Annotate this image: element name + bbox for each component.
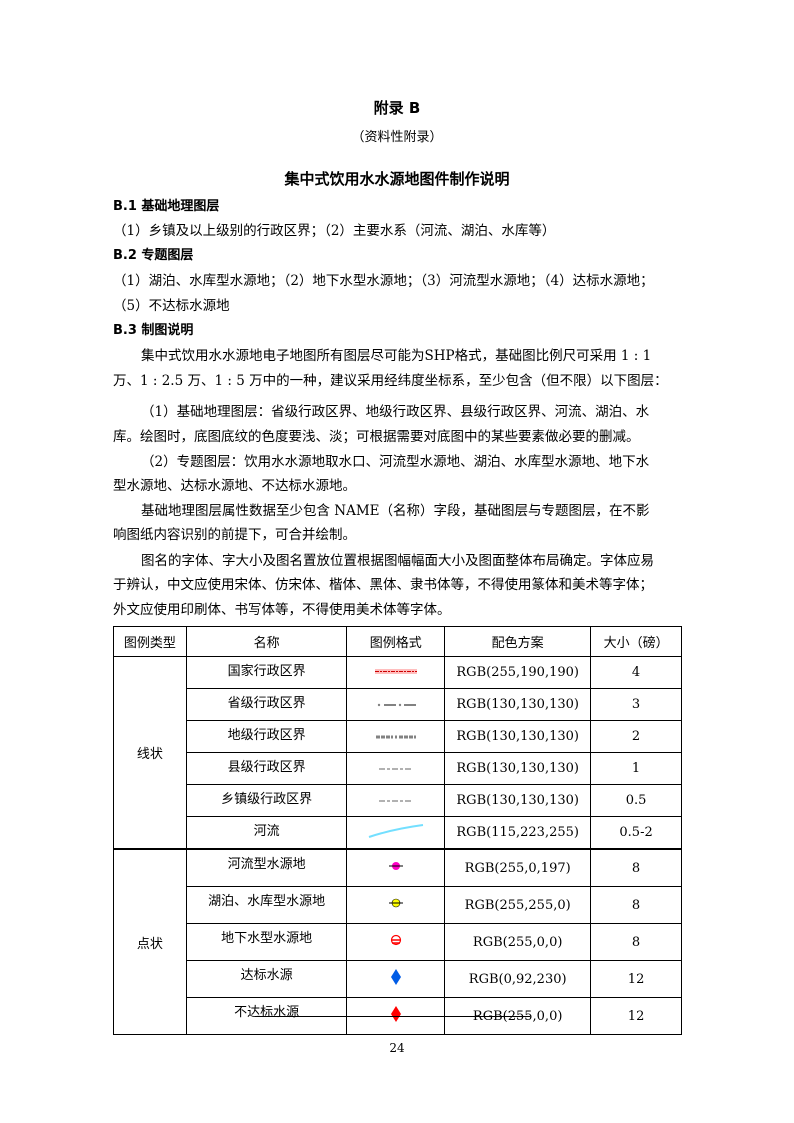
symbol-cell (346, 816, 446, 850)
size-cell: 12 (590, 997, 682, 1035)
main-title: 集中式饮用水水源地图件制作说明 (284, 170, 510, 188)
paragraph-line: 图名的字体、字大小及图名置放位置根据图幅幅面大小及图面整体布局确定。字体应易 (141, 553, 654, 569)
river-source-icon (388, 860, 403, 876)
province-boundary-icon (376, 697, 416, 712)
symbol-cell (346, 886, 446, 924)
section-heading: B.2 专题图层 (113, 248, 194, 263)
size-cell: 2 (590, 720, 682, 753)
color-cell: RGB(255,0,197) (444, 848, 592, 887)
prefecture-boundary-icon (375, 729, 416, 744)
name-cell: 乡镇级行政区界 (185, 784, 348, 817)
size-cell: 8 (590, 923, 682, 961)
size-cell: 0.5 (590, 784, 682, 817)
name-cell: 湖泊、水库型水源地 (185, 886, 348, 924)
symbol-cell (346, 848, 446, 887)
color-cell: RGB(255,0,0) (444, 923, 592, 961)
paragraph-line: （2）专题图层：饮用水水源地取水口、河流型水源地、湖泊、水库型水源地、地下水 (141, 454, 650, 470)
color-cell: RGB(130,130,130) (444, 688, 592, 721)
table-header-row: 图例类型 名称 图例格式 配色方案 大小（磅） (113, 626, 682, 657)
size-cell: 12 (590, 960, 682, 998)
noncompliant-source-icon (390, 1006, 402, 1026)
size-cell: 4 (590, 656, 682, 689)
paragraph-line: 于辨认，中文应使用宋体、仿宋体、楷体、黑体、隶书体等，不得使用篆体和美术等字体； (113, 577, 653, 593)
symbol-cell (346, 688, 446, 721)
size-cell: 1 (590, 752, 682, 785)
name-cell: 省级行政区界 (185, 688, 348, 721)
appendix-title: 附录 B (373, 99, 421, 117)
color-cell: RGB(130,130,130) (444, 784, 592, 817)
paragraph-line: 基础地理图层属性数据至少包含 NAME（名称）字段，基础图层与专题图层，在不影 (141, 503, 650, 519)
header-cell: 大小（磅） (590, 626, 682, 657)
header-cell: 图例类型 (113, 626, 187, 657)
paragraph-line: 响图纸内容识别的前提下，可合并绘制。 (113, 527, 356, 543)
table-row: 河流 RGB(115,223,255) 0.5-2 (114, 816, 682, 850)
size-cell: 0.5-2 (590, 816, 682, 850)
table-row: 乡镇级行政区界 RGB(130,130,130) 0.5 (114, 784, 682, 817)
table-row: 地级行政区界 RGB(130,130,130) 2 (114, 720, 682, 753)
color-cell: RGB(130,130,130) (444, 752, 592, 785)
table-row: 点状 河流型水源地 RGB(255,0,197) 8 (113, 848, 682, 1035)
symbol-cell (346, 784, 446, 817)
table-row: 线状 国家行政区界 RGB(255,190,190) 4 (113, 656, 682, 850)
river-icon (368, 823, 424, 843)
compliant-source-icon (390, 969, 402, 989)
color-cell: RGB(255,255,0) (444, 886, 592, 924)
name-cell: 地下水型水源地 (185, 923, 348, 961)
symbol-cell (346, 656, 446, 689)
section-heading: B.3 制图说明 (113, 323, 194, 338)
table-row: 省级行政区界 RGB(130,130,130) 3 (114, 688, 682, 721)
size-cell: 8 (590, 886, 682, 924)
table-row: 地下水型水源地 RGB(255,0,0) 8 (114, 923, 682, 961)
lake-source-icon (388, 897, 403, 913)
color-cell: RGB(115,223,255) (444, 816, 592, 850)
symbol-cell (346, 960, 446, 998)
table-row: 县级行政区界 RGB(130,130,130) 1 (114, 752, 682, 785)
symbol-cell (346, 752, 446, 785)
header-cell: 名称 (185, 626, 348, 657)
name-cell: 河流 (185, 816, 348, 850)
county-boundary-icon (378, 761, 413, 776)
table-row: 湖泊、水库型水源地 RGB(255,255,0) 8 (114, 886, 682, 924)
paragraph-line: （1）湖泊、水库型水源地；（2）地下水型水源地；（3）河流型水源地；（4）达标水… (113, 273, 654, 289)
national-boundary-icon (374, 665, 417, 680)
township-boundary-icon (378, 793, 413, 808)
header-cell: 图例格式 (346, 626, 446, 657)
paragraph-line: 外文应使用印刷体、书写体等，不得使用美术体等字体。 (113, 602, 451, 618)
color-cell: RGB(255,190,190) (444, 656, 592, 689)
symbol-cell (346, 720, 446, 753)
legend-table: 图例类型 名称 图例格式 配色方案 大小（磅） 线状 国家行政区界 RGB(255,… (113, 626, 682, 1035)
paragraph-line: 型水源地、达标水源地、不达标水源地。 (113, 478, 356, 494)
appendix-subtitle: （资料性附录） (351, 130, 443, 145)
paragraph-line: 万、1 : 2.5 万、1 : 5 万中的一种，建议采用经纬度坐标系，至少包含（… (113, 373, 668, 389)
name-cell: 地级行政区界 (185, 720, 348, 753)
paragraph-line: 库。绘图时，底图底纹的色度要浅、淡；可根据需要对底图中的某些要素做必要的删减。 (113, 429, 640, 445)
footer-divider (255, 1016, 530, 1017)
paragraph-line: （1）乡镇及以上级别的行政区界；（2）主要水系（河流、湖泊、水库等） (113, 223, 556, 239)
section-heading: B.1 基础地理图层 (113, 199, 220, 214)
header-cell: 配色方案 (444, 626, 592, 657)
groundwater-source-icon (389, 934, 403, 950)
name-cell: 达标水源 (185, 960, 348, 998)
name-cell: 国家行政区界 (185, 656, 348, 689)
paragraph-line: （1）基础地理图层：省级行政区界、地级行政区界、县级行政区界、河流、湖泊、水 (141, 404, 650, 420)
page-number: 24 (389, 1041, 405, 1055)
size-cell: 3 (590, 688, 682, 721)
table-row: 达标水源 RGB(0,92,230) 12 (114, 960, 682, 998)
name-cell: 县级行政区界 (185, 752, 348, 785)
symbol-cell (346, 923, 446, 961)
paragraph-line: 集中式饮用水水源地电子地图所有图层尽可能为SHP格式，基础图比例尺可采用 1 :… (141, 348, 652, 364)
color-cell: RGB(130,130,130) (444, 720, 592, 753)
legend-type-cell: 线状 (113, 656, 187, 850)
paragraph-line: （5）不达标水源地 (113, 298, 230, 314)
color-cell: RGB(0,92,230) (444, 960, 592, 998)
name-cell: 河流型水源地 (185, 848, 348, 887)
legend-type-cell: 点状 (113, 848, 187, 1035)
size-cell: 8 (590, 848, 682, 887)
